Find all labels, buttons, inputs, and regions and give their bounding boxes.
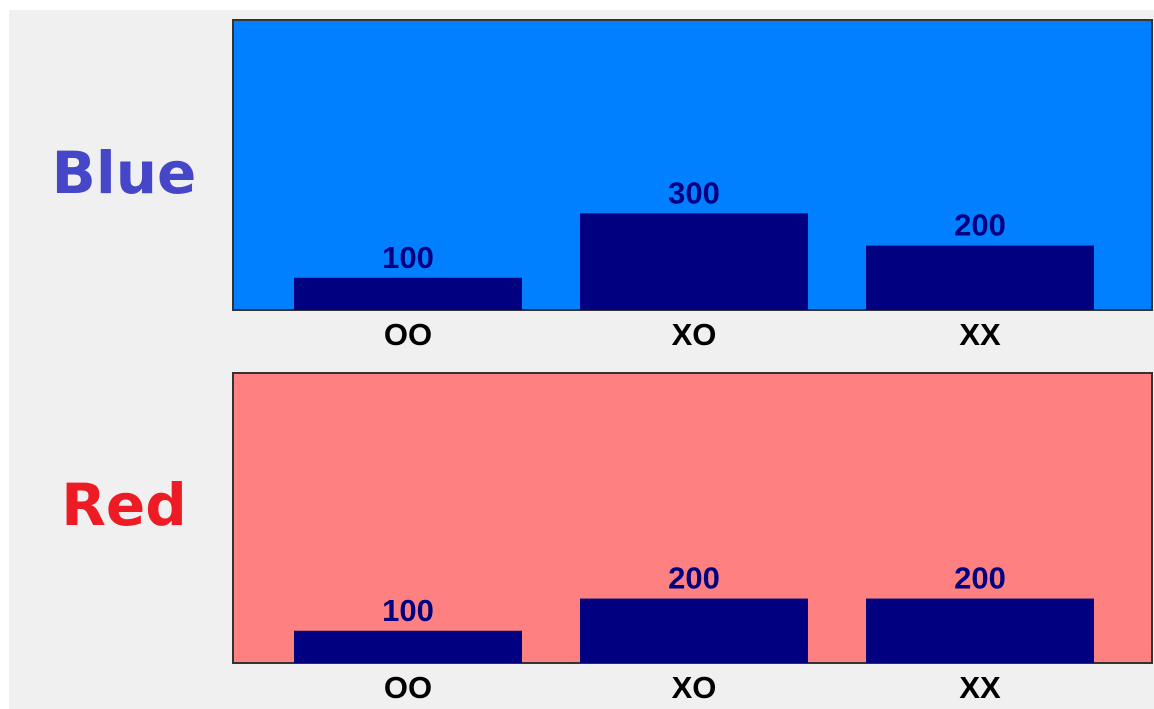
- bar-xo: [580, 213, 808, 310]
- chart-panel-red: Red 100 200 200 OO XO XX: [61, 372, 1153, 705]
- bar-xo: [580, 598, 808, 663]
- bar-xx: [866, 245, 1094, 310]
- category-labels-group: OO XO XX: [384, 670, 1001, 705]
- value-labels-group: 100 300 200: [382, 175, 1006, 274]
- category-label: OO: [384, 670, 432, 705]
- value-label: 100: [382, 593, 434, 628]
- category-label: XX: [959, 317, 1001, 352]
- value-label: 200: [668, 561, 720, 596]
- bar-oo: [294, 277, 522, 310]
- value-label: 300: [668, 175, 720, 210]
- category-label: OO: [384, 317, 432, 352]
- panel-title: Red: [61, 471, 187, 539]
- value-label: 100: [382, 240, 434, 275]
- value-labels-group: 100 200 200: [382, 561, 1006, 628]
- chart-panel-blue: Blue 100 300 200 OO XO XX: [52, 19, 1153, 352]
- bars-group: [294, 213, 1094, 310]
- bar-xx: [866, 598, 1094, 663]
- category-labels-group: OO XO XX: [384, 317, 1001, 352]
- bar-oo: [294, 630, 522, 663]
- value-label: 200: [954, 208, 1006, 243]
- category-label: XX: [959, 670, 1001, 705]
- bars-group: [294, 598, 1094, 663]
- category-label: XO: [672, 670, 717, 705]
- value-label: 200: [954, 561, 1006, 596]
- category-label: XO: [672, 317, 717, 352]
- panel-title: Blue: [52, 139, 197, 207]
